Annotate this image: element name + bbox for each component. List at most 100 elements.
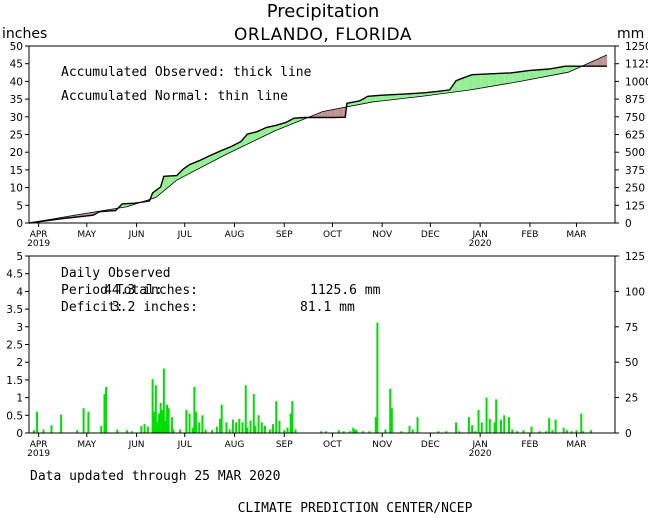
daily-bar [565,430,568,433]
surplus-segment [268,126,270,135]
surplus-segment [385,94,388,101]
surplus-segment [555,67,558,75]
x-tick-label: APR [30,230,48,240]
deficit-segment [340,107,343,118]
surplus-segment [525,70,527,81]
daily-bar [368,431,371,433]
daily-bar [164,420,167,433]
surplus-segment [505,73,508,84]
surplus-segment [216,151,219,160]
surplus-segment [415,93,418,97]
daily-bar [100,425,103,433]
daily-bar [154,385,157,433]
daily-bar [82,408,85,433]
surplus-segment [260,129,262,138]
surplus-segment [212,153,214,162]
daily-bar [562,427,565,433]
deficit-segment [322,111,325,118]
daily-bar [376,322,379,433]
deficit-segment [342,107,344,118]
surplus-segment [229,146,232,153]
daily-bar [143,424,146,433]
surplus-segment [353,101,355,106]
y-tick-label: 10 [10,183,23,195]
daily-bar [140,425,143,433]
deficit-segment [337,108,339,118]
daily-bar [474,431,477,433]
surplus-segment [378,95,381,102]
daily-bar [508,417,511,433]
surplus-segment [562,66,564,74]
surplus-segment [420,92,423,97]
y2-tick-label: 1125 [625,59,648,71]
surplus-segment [510,72,513,84]
daily-bar [198,422,201,433]
surplus-segment [472,74,474,90]
daily-bar [178,429,181,433]
surplus-segment [523,71,526,81]
x-tick-label: MAY [77,230,96,240]
daily-bar [272,424,275,433]
surplus-segment [476,74,479,89]
deficit-segment [602,56,604,67]
surplus-segment [406,93,408,99]
observed-accumulation-line [28,65,607,224]
y2-tick-label: 500 [625,147,645,159]
x-tick-label: JUL [177,230,192,240]
x-year-label: 2019 [27,449,50,459]
surplus-segment [358,100,360,105]
surplus-segment [271,126,274,133]
legend-observed: Accumulated Observed: thick line [61,65,312,80]
surplus-segment [563,66,566,74]
surplus-segment [407,93,410,98]
daily-bar [342,431,345,433]
daily-bar [235,422,238,433]
surplus-segment [422,92,424,97]
surplus-segment [256,130,259,140]
daily-bar [411,429,414,433]
daily-bar [575,430,578,433]
daily-bar [467,417,470,433]
surplus-segment [549,68,551,76]
surplus-segment [391,94,394,100]
surplus-segment [157,188,160,197]
daily-bar [522,430,525,433]
daily-bar [437,431,440,433]
surplus-segment [187,164,190,175]
surplus-segment [364,97,367,104]
surplus-segment [380,95,383,102]
daily-bar [400,431,403,433]
daily-bar [275,401,278,433]
surplus-segment [245,134,248,145]
daily-bar [204,429,207,433]
surplus-segment [528,70,530,80]
surplus-segment [204,157,206,166]
surplus-segment [547,69,550,77]
surplus-segment [284,122,286,128]
surplus-segment [395,94,397,100]
deficit-label: Deficit: [61,300,124,315]
daily-bar [249,420,252,433]
daily-bar [50,425,53,433]
daily-bar [544,431,547,433]
deficit-segment [321,111,323,118]
surplus-segment [568,66,571,73]
surplus-segment [533,70,535,79]
deficit-segment [324,110,327,118]
unit-left-label: inches [2,26,47,42]
daily-bar [286,427,289,433]
surplus-segment [276,124,278,131]
daily-bar [480,422,483,433]
surplus-segment [491,73,493,87]
surplus-segment [483,74,485,88]
data-updated-note: Data updated through 25 MAR 2020 [30,469,280,484]
daily-bar [246,427,249,433]
x-tick-label: DEC [421,230,440,240]
x-tick-label: JUN [128,230,145,240]
surplus-segment [480,74,482,89]
daily-bar [349,431,352,433]
y-tick-label: 5 [16,200,23,212]
x-tick-label: SEP [276,230,293,240]
surplus-segment [167,176,169,189]
x-tick-label: NOV [372,230,393,240]
